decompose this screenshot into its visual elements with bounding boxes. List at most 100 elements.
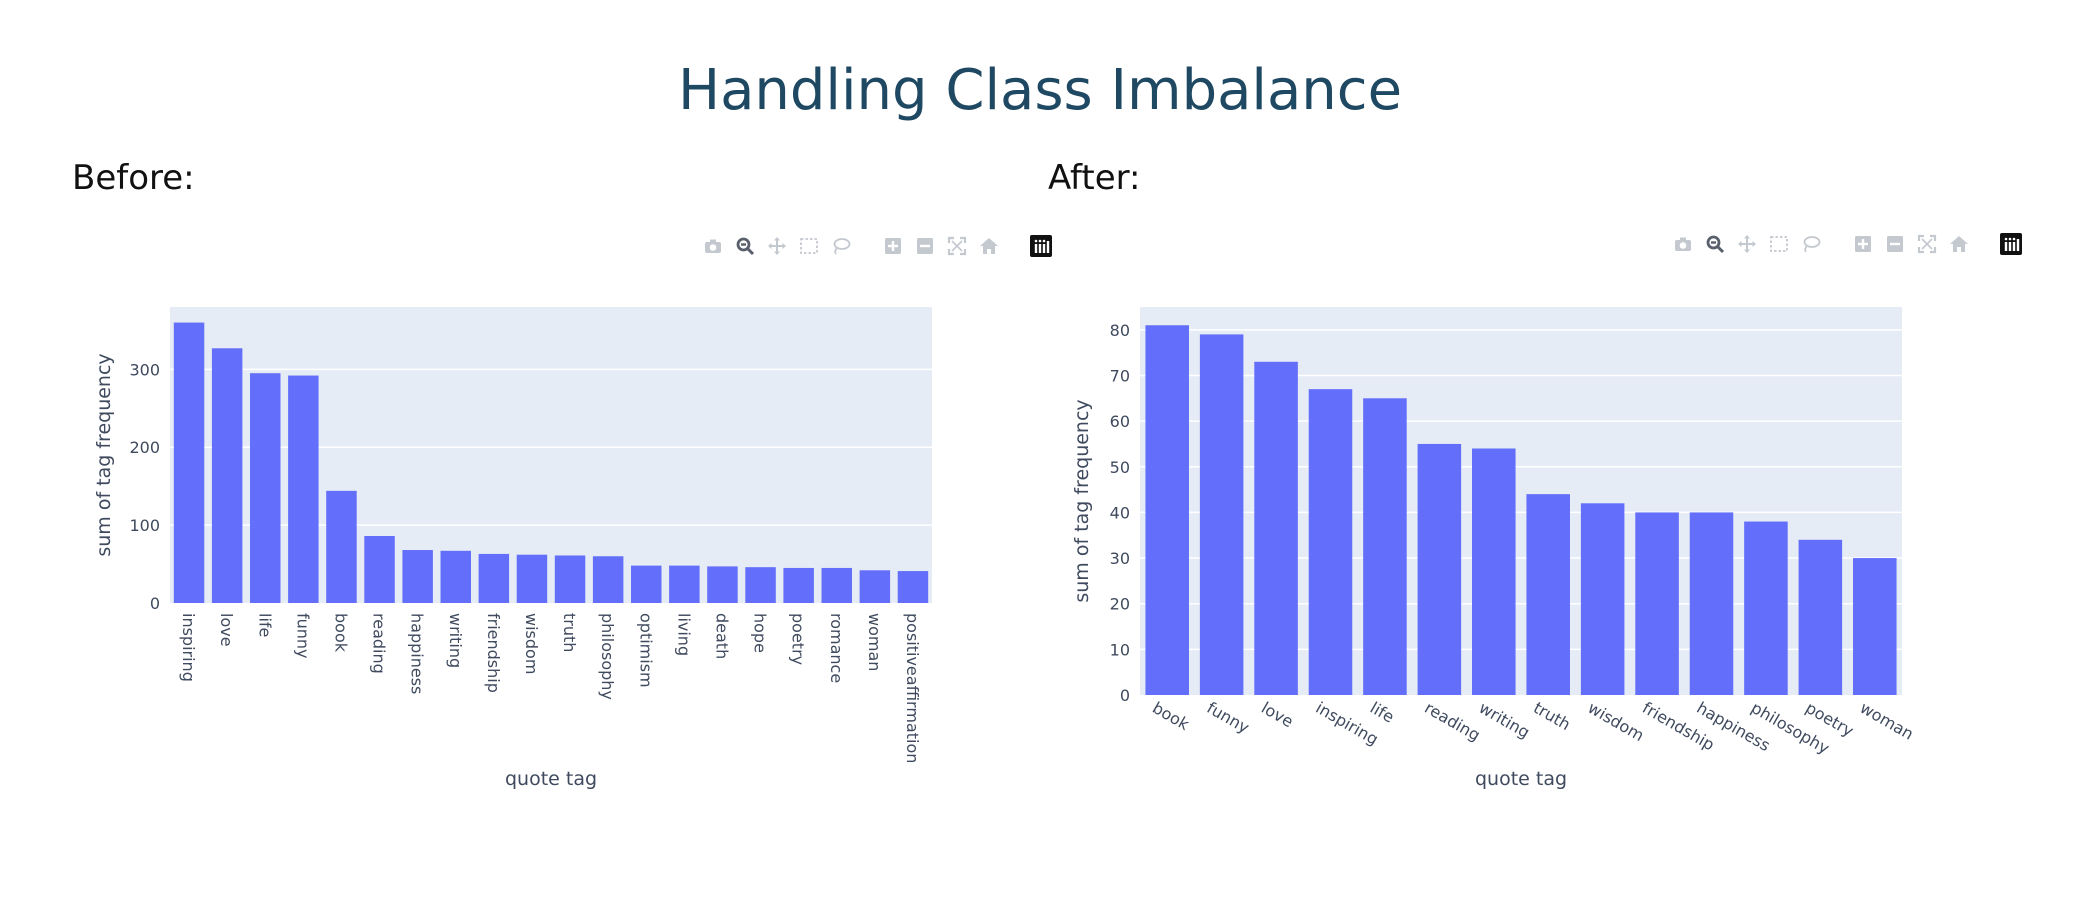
x-tick-label: positiveaffirmation — [903, 613, 922, 763]
bar-inspiring — [1308, 389, 1353, 695]
bar-woman — [1853, 558, 1897, 695]
x-tick-label: truth — [1530, 698, 1574, 734]
pan-icon[interactable] — [1734, 231, 1760, 257]
zoom-in-icon[interactable] — [880, 233, 906, 259]
x-tick-label: inspiring — [179, 613, 198, 682]
zoom-out-icon[interactable] — [1882, 231, 1908, 257]
bar-wisdom — [516, 554, 548, 603]
x-tick-label: love — [1258, 698, 1297, 731]
bar-hope — [745, 567, 776, 603]
zoom-icon[interactable] — [732, 233, 758, 259]
bar-philosophy — [1744, 521, 1788, 695]
bar-inspiring — [173, 322, 205, 603]
bar-reading — [1417, 443, 1462, 695]
bar-reading — [364, 536, 395, 603]
lasso-select-icon[interactable] — [828, 233, 854, 259]
x-tick-label: happiness — [408, 613, 427, 694]
page-title: Handling Class Imbalance — [677, 58, 1403, 123]
box-select-icon[interactable] — [796, 233, 822, 259]
bar-happiness — [402, 550, 433, 603]
zoom-in-icon[interactable] — [1850, 231, 1876, 257]
x-tick-label: love — [217, 613, 236, 647]
x-tick-label: woman — [1857, 698, 1917, 744]
lasso-select-icon[interactable] — [1798, 231, 1824, 257]
modebar-after — [1670, 231, 2024, 257]
x-tick-label: wisdom — [1585, 698, 1648, 745]
reset-axes-icon[interactable] — [1946, 231, 1972, 257]
bar-love — [211, 348, 243, 603]
bar-book — [1145, 325, 1189, 695]
y-tick-label: 60 — [1110, 412, 1130, 431]
bar-happiness — [1689, 512, 1734, 695]
plotly-logo-icon[interactable] — [1998, 231, 2024, 257]
zoom-icon[interactable] — [1702, 231, 1728, 257]
bar-wisdom — [1580, 503, 1625, 695]
before-label: Before: — [72, 158, 195, 198]
x-tick-label: reading — [370, 613, 389, 674]
bar-friendship — [1635, 512, 1679, 695]
autoscale-icon[interactable] — [944, 233, 970, 259]
bar-optimism — [631, 565, 662, 603]
x-tick-label: hope — [751, 613, 770, 653]
after-label: After: — [1048, 158, 1141, 198]
bar-funny — [1199, 334, 1244, 695]
bar-love — [1254, 361, 1298, 695]
bar-truth — [554, 555, 586, 603]
bar-life — [1363, 398, 1407, 695]
bar-woman — [859, 570, 891, 603]
x-tick-label: wisdom — [522, 613, 541, 674]
x-tick-label: life — [1367, 698, 1398, 727]
bar-book — [326, 490, 357, 603]
y-tick-label: 100 — [129, 516, 160, 535]
bar-living — [669, 565, 700, 603]
plotly-logo-icon[interactable] — [1028, 233, 1054, 259]
bar-death — [707, 566, 738, 603]
box-select-icon[interactable] — [1766, 231, 1792, 257]
bar-truth — [1526, 494, 1570, 695]
camera-icon[interactable] — [700, 233, 726, 259]
y-tick-label: 200 — [129, 438, 160, 457]
y-tick-label: 80 — [1110, 321, 1130, 340]
y-tick-label: 0 — [150, 594, 160, 613]
bar-writing — [440, 550, 471, 603]
bar-life — [250, 373, 281, 603]
x-tick-label: life — [255, 613, 274, 637]
x-tick-label: book — [1149, 698, 1193, 734]
autoscale-icon[interactable] — [1914, 231, 1940, 257]
x-tick-label: funny — [1204, 698, 1253, 737]
pan-icon[interactable] — [764, 233, 790, 259]
x-tick-label: writing — [446, 613, 465, 668]
x-tick-label: friendship — [484, 613, 503, 693]
y-axis-title: sum of tag frequency — [1071, 399, 1093, 602]
y-tick-label: 30 — [1110, 549, 1130, 568]
x-tick-label: reading — [1421, 698, 1483, 745]
y-tick-label: 0 — [1120, 686, 1130, 705]
reset-axes-icon[interactable] — [976, 233, 1002, 259]
chart-before[interactable]: 0 100 200 300 inspiring love life funny book read… — [0, 0, 1040, 800]
y-tick-label: 20 — [1110, 595, 1130, 614]
bar-positiveaffirmation — [897, 571, 929, 603]
bar-philosophy — [592, 556, 624, 603]
x-tick-label: truth — [560, 613, 579, 652]
bar-poetry — [783, 567, 814, 603]
zoom-out-icon[interactable] — [912, 233, 938, 259]
y-tick-label: 300 — [129, 360, 160, 379]
y-tick-label: 70 — [1110, 366, 1130, 385]
y-tick-label: 50 — [1110, 458, 1130, 477]
x-axis-title: quote tag — [1475, 768, 1567, 790]
x-tick-label: funny — [293, 613, 312, 659]
camera-icon[interactable] — [1670, 231, 1696, 257]
x-tick-label: book — [331, 613, 350, 653]
modebar-before — [700, 233, 1054, 259]
x-tick-label: optimism — [636, 613, 655, 688]
x-tick-label: death — [712, 613, 731, 659]
y-tick-label: 40 — [1110, 503, 1130, 522]
x-tick-label: writing — [1476, 698, 1533, 742]
bar-funny — [288, 375, 319, 603]
x-tick-label: living — [674, 613, 693, 656]
x-tick-label: woman — [865, 613, 884, 671]
bar-romance — [821, 567, 852, 603]
y-axis-title: sum of tag frequency — [93, 353, 115, 556]
x-tick-label: philosophy — [598, 613, 617, 700]
